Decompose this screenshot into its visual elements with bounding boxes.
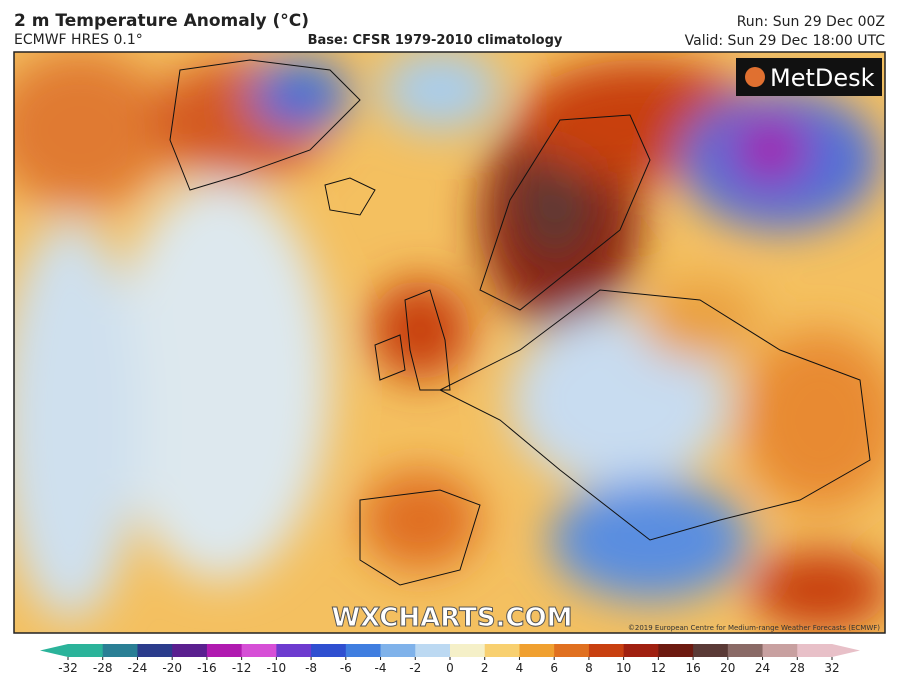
- colorbar-tick-label: -10: [267, 661, 287, 675]
- colorbar-segment: [693, 644, 729, 657]
- colorbar-segment: [206, 644, 243, 657]
- colorbar-segment: [519, 644, 555, 657]
- colorbar-segment: [311, 644, 347, 657]
- colorbar-high-end: [832, 644, 860, 657]
- logo-icon: [745, 67, 765, 87]
- colorbar-segment: [623, 644, 659, 657]
- colorbar-tick-label: 24: [755, 661, 770, 675]
- colorbar-segment: [102, 644, 138, 657]
- colorbar-tick-label: -12: [232, 661, 252, 675]
- colorbar-tick-label: 8: [585, 661, 593, 675]
- colorbar-segment: [68, 644, 104, 657]
- colorbar-tick-label: 20: [720, 661, 735, 675]
- colorbar-segment: [554, 644, 590, 657]
- colorbar: -32 -28 -24 -20 -16 -12 -10 -8 -6 -4 -2 0 2 4 6 8 10 12 16…: [40, 644, 860, 675]
- map: MetDesk WXCHARTS.COM ©2019 European Cent…: [14, 52, 885, 633]
- colorbar-segment: [762, 644, 798, 657]
- colorbar-tick-label: -32: [58, 661, 78, 675]
- colorbar-segment: [484, 644, 520, 657]
- title: 2 m Temperature Anomaly (°C): [14, 11, 309, 31]
- colorbar-segment: [137, 644, 173, 657]
- colorbar-segment: [172, 644, 208, 657]
- colorbar-tick-label: -6: [340, 661, 352, 675]
- colorbar-tick-label: -20: [162, 661, 182, 675]
- colorbar-segment: [588, 644, 625, 657]
- colorbar-tick-label: 28: [790, 661, 805, 675]
- colorbar-tick-label: -16: [197, 661, 217, 675]
- colorbar-segment: [797, 644, 833, 657]
- colorbar-tick-label: 6: [550, 661, 558, 675]
- base: Base: CFSR 1979-2010 climatology: [308, 33, 563, 48]
- colorbar-tick-label: 12: [651, 661, 666, 675]
- colorbar-tick-label: -2: [409, 661, 421, 675]
- colorbar-tick-label: 0: [446, 661, 454, 675]
- colorbar-tick-label: -8: [305, 661, 317, 675]
- colorbar-tick-label: 32: [824, 661, 839, 675]
- valid: Valid: Sun 29 Dec 18:00 UTC: [685, 33, 886, 49]
- colorbar-segment: [241, 644, 277, 657]
- logo: MetDesk: [770, 64, 875, 92]
- colorbar-segment: [276, 644, 312, 657]
- map-frame: [13, 51, 886, 634]
- colorbar-tick-label: 4: [516, 661, 524, 675]
- colorbar-segment: [345, 644, 382, 657]
- colorbar-low-end: [40, 644, 68, 657]
- colorbar-tick-label: 10: [616, 661, 631, 675]
- colorbar-tick-label: -4: [375, 661, 387, 675]
- colorbar-segment: [450, 644, 486, 657]
- watermark: WXCHARTS.COM: [331, 603, 572, 633]
- colorbar-tick-label: -28: [93, 661, 113, 675]
- colorbar-segment: [380, 644, 416, 657]
- colorbar-tick-label: 2: [481, 661, 489, 675]
- colorbar-segment: [727, 644, 764, 657]
- colorbar-tick-label: 16: [685, 661, 700, 675]
- colorbar-tick-label: -24: [128, 661, 148, 675]
- run: Run: Sun 29 Dec 00Z: [737, 14, 885, 30]
- copyright: ©2019 European Centre for Medium-range W…: [628, 624, 880, 632]
- colorbar-segment: [658, 644, 694, 657]
- model: ECMWF HRES 0.1°: [14, 32, 143, 48]
- colorbar-segment: [415, 644, 451, 657]
